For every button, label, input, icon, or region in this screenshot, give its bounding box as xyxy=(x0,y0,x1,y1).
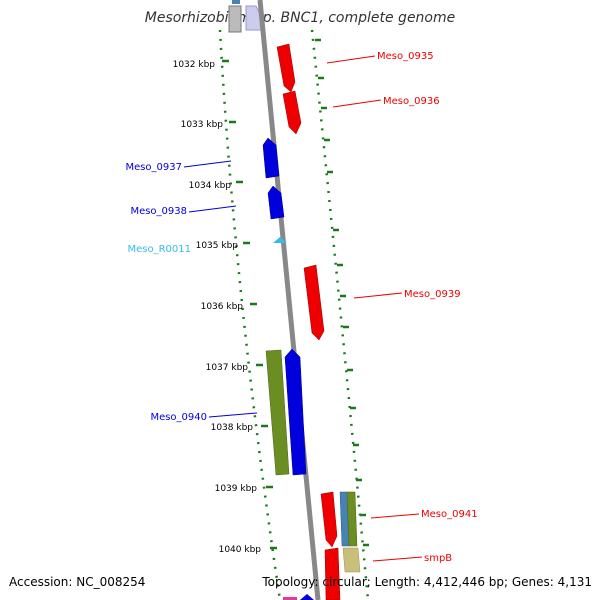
label-smpB[interactable]: smpB xyxy=(424,553,452,564)
forward-genes xyxy=(276,43,341,600)
label-meso-0939[interactable]: Meso_0939 xyxy=(404,289,461,300)
label-meso-r0011[interactable]: Meso_R0011 xyxy=(127,244,191,255)
gene-meso-0936[interactable] xyxy=(282,90,302,135)
cog-blocks xyxy=(265,349,361,600)
map-title: Mesorhizobium sp. BNC1, complete genome xyxy=(144,10,456,26)
gene-meso-0938[interactable] xyxy=(267,185,285,220)
gene-smpB[interactable] xyxy=(324,547,341,600)
tick-label-1035: 1035 kbp xyxy=(196,241,239,251)
gene-labels: Meso_0935 Meso_0936 Meso_0937 Meso_0938 … xyxy=(125,51,477,564)
outer-tick-marks xyxy=(315,38,369,547)
tick-label-1039: 1039 kbp xyxy=(215,484,258,494)
reverse-genes xyxy=(262,137,314,600)
tick-label-1034: 1034 kbp xyxy=(189,181,232,191)
topology-label: Topology: circular; Length: 4,412,446 bp… xyxy=(262,575,592,589)
tick-label-1040: 1040 kbp xyxy=(219,545,262,555)
leader-lines xyxy=(183,55,423,562)
gene-meso-0939[interactable] xyxy=(303,264,325,341)
tick-label-1037: 1037 kbp xyxy=(206,363,249,373)
label-meso-0940[interactable]: Meso_0940 xyxy=(150,412,207,423)
gene-meso-0935[interactable] xyxy=(276,43,296,93)
gene-bottom-partial[interactable] xyxy=(300,594,314,600)
accession-label: Accession: NC_008254 xyxy=(9,575,146,589)
dna-backbone xyxy=(257,0,321,600)
tick-labels: 1032 kbp 1033 kbp 1034 kbp 1035 kbp 1036… xyxy=(173,60,262,555)
tick-marks xyxy=(222,59,277,550)
gene-meso-0940[interactable] xyxy=(284,348,307,476)
gene-meso-r0011[interactable] xyxy=(273,237,287,243)
label-meso-0936[interactable]: Meso_0936 xyxy=(383,96,440,107)
label-meso-0941[interactable]: Meso_0941 xyxy=(421,509,478,520)
gene-meso-0937[interactable] xyxy=(262,137,280,179)
gene-meso-0941[interactable] xyxy=(320,491,338,548)
top-partial-features xyxy=(228,0,263,33)
tick-label-1033: 1033 kbp xyxy=(181,120,224,130)
tick-label-1036: 1036 kbp xyxy=(201,302,244,312)
tick-label-1032: 1032 kbp xyxy=(173,60,216,70)
tick-label-1038: 1038 kbp xyxy=(211,423,254,433)
label-meso-0935[interactable]: Meso_0935 xyxy=(377,51,434,62)
label-meso-0937[interactable]: Meso_0937 xyxy=(125,162,182,173)
label-meso-0938[interactable]: Meso_0938 xyxy=(130,206,187,217)
